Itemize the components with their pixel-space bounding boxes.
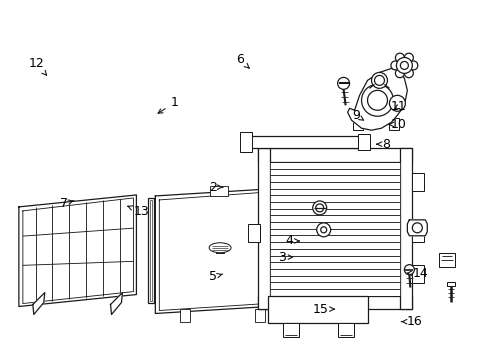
Circle shape	[371, 72, 388, 88]
Text: 3: 3	[278, 251, 293, 264]
Circle shape	[313, 201, 327, 215]
Text: 11: 11	[391, 100, 407, 113]
Bar	[258, 148, 413, 162]
Bar	[283, 323, 299, 337]
Circle shape	[391, 61, 400, 70]
Polygon shape	[19, 195, 136, 306]
Circle shape	[413, 223, 422, 233]
Circle shape	[404, 53, 414, 62]
Bar	[150, 200, 152, 301]
Circle shape	[409, 61, 418, 70]
Circle shape	[395, 69, 404, 78]
Circle shape	[400, 62, 408, 69]
Text: 13: 13	[128, 205, 149, 218]
Circle shape	[362, 84, 393, 116]
Bar	[413, 173, 424, 191]
Circle shape	[338, 77, 349, 89]
Bar	[268, 296, 368, 323]
Bar	[338, 323, 354, 337]
Text: 10: 10	[388, 118, 407, 131]
Text: 12: 12	[28, 57, 47, 75]
Bar	[148, 198, 154, 302]
Bar	[240, 132, 252, 152]
Polygon shape	[111, 293, 122, 315]
Text: 2: 2	[209, 181, 223, 194]
Text: 1: 1	[158, 96, 178, 113]
Bar	[353, 118, 363, 130]
Polygon shape	[155, 188, 285, 314]
Bar	[216, 243, 224, 253]
Bar	[390, 118, 399, 130]
Text: 7: 7	[60, 197, 74, 210]
Bar	[413, 224, 424, 242]
Circle shape	[395, 53, 404, 62]
Circle shape	[317, 223, 331, 237]
Bar	[255, 309, 265, 323]
Bar	[447, 282, 455, 285]
Text: 6: 6	[236, 53, 249, 68]
Bar	[400, 148, 413, 310]
Bar	[413, 265, 424, 283]
Text: 8: 8	[377, 138, 391, 150]
Polygon shape	[33, 293, 45, 315]
Bar	[258, 148, 270, 310]
Circle shape	[396, 58, 413, 73]
Bar	[248, 136, 363, 148]
Circle shape	[404, 69, 414, 78]
Text: 15: 15	[313, 303, 334, 316]
Circle shape	[368, 90, 388, 110]
Text: 4: 4	[285, 234, 299, 247]
Circle shape	[316, 204, 324, 212]
Bar	[270, 162, 400, 296]
Circle shape	[321, 227, 327, 233]
Bar	[439, 253, 455, 267]
Ellipse shape	[209, 243, 231, 253]
Circle shape	[374, 75, 385, 85]
Text: 9: 9	[352, 109, 364, 122]
Bar	[358, 134, 369, 150]
Polygon shape	[347, 68, 407, 130]
Text: 14: 14	[407, 267, 429, 280]
Bar	[248, 224, 260, 242]
Text: 16: 16	[401, 315, 423, 328]
Circle shape	[404, 265, 415, 275]
Bar	[210, 186, 228, 196]
Circle shape	[390, 95, 405, 111]
Bar	[180, 309, 190, 323]
Text: 5: 5	[209, 270, 223, 283]
Bar	[258, 296, 413, 310]
Polygon shape	[407, 220, 427, 236]
